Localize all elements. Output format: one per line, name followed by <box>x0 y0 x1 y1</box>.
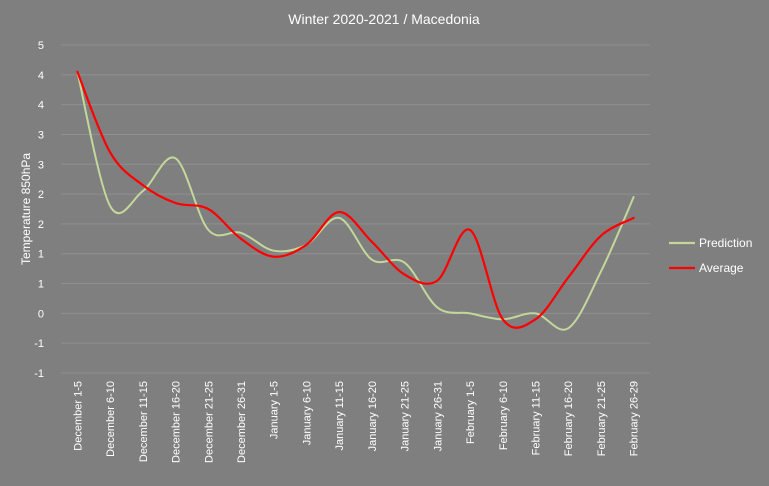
x-tick-label: January 1-5 <box>269 381 281 439</box>
y-tick-label: 3 <box>38 159 44 171</box>
y-tick-label: 1 <box>38 279 44 291</box>
y-tick-label: 3 <box>38 129 44 141</box>
x-tick-label: January 21-25 <box>400 381 412 451</box>
x-tick-label: February 16-20 <box>563 381 575 456</box>
y-tick-label: -1 <box>34 368 44 380</box>
x-tick-label: December 1-5 <box>72 381 84 451</box>
y-tick-label: 1 <box>38 249 44 261</box>
x-tick-label: December 26-31 <box>236 381 248 463</box>
x-tick-label: December 6-10 <box>105 381 117 457</box>
y-axis-label: Temperature 850hPa <box>19 153 33 265</box>
legend: Prediction Average <box>669 236 752 275</box>
y-tick-label: 5 <box>38 40 44 52</box>
x-tick-label: December 11-15 <box>138 381 150 462</box>
y-tick-label: 4 <box>38 70 44 82</box>
x-tick-label: February 1-5 <box>465 381 477 444</box>
legend-label-prediction: Prediction <box>699 236 752 250</box>
chart-title: Winter 2020-2021 / Macedonia <box>288 11 480 27</box>
y-tick-label: 0 <box>38 308 44 320</box>
x-tick-label: January 16-20 <box>367 381 379 451</box>
x-tick-label: January 26-31 <box>432 381 444 451</box>
x-tick-label: January 6-10 <box>301 381 313 445</box>
y-tick-label: 2 <box>38 189 44 201</box>
y-tick-label: -1 <box>34 338 44 350</box>
y-axis-ticks: -1 -1 0 1 1 2 2 3 3 4 4 5 <box>34 40 44 380</box>
x-tick-label: February 6-10 <box>498 381 510 450</box>
gridlines <box>61 44 650 374</box>
series-line-prediction <box>76 70 635 331</box>
y-tick-label: 2 <box>38 219 44 231</box>
legend-label-average: Average <box>699 261 744 275</box>
x-tick-label: December 21-25 <box>203 381 215 463</box>
series-line-average <box>76 70 635 329</box>
x-tick-label: February 11-15 <box>530 381 542 455</box>
x-tick-label: January 11-15 <box>334 381 346 451</box>
y-tick-label: 4 <box>38 100 44 112</box>
x-tick-label: February 26-29 <box>629 381 641 456</box>
x-tick-label: December 16-20 <box>171 381 183 463</box>
x-tick-label: February 21-25 <box>596 381 608 456</box>
x-axis-ticks: December 1-5 December 6-10 December 11-15 D… <box>72 381 640 463</box>
series-lines <box>76 70 635 331</box>
